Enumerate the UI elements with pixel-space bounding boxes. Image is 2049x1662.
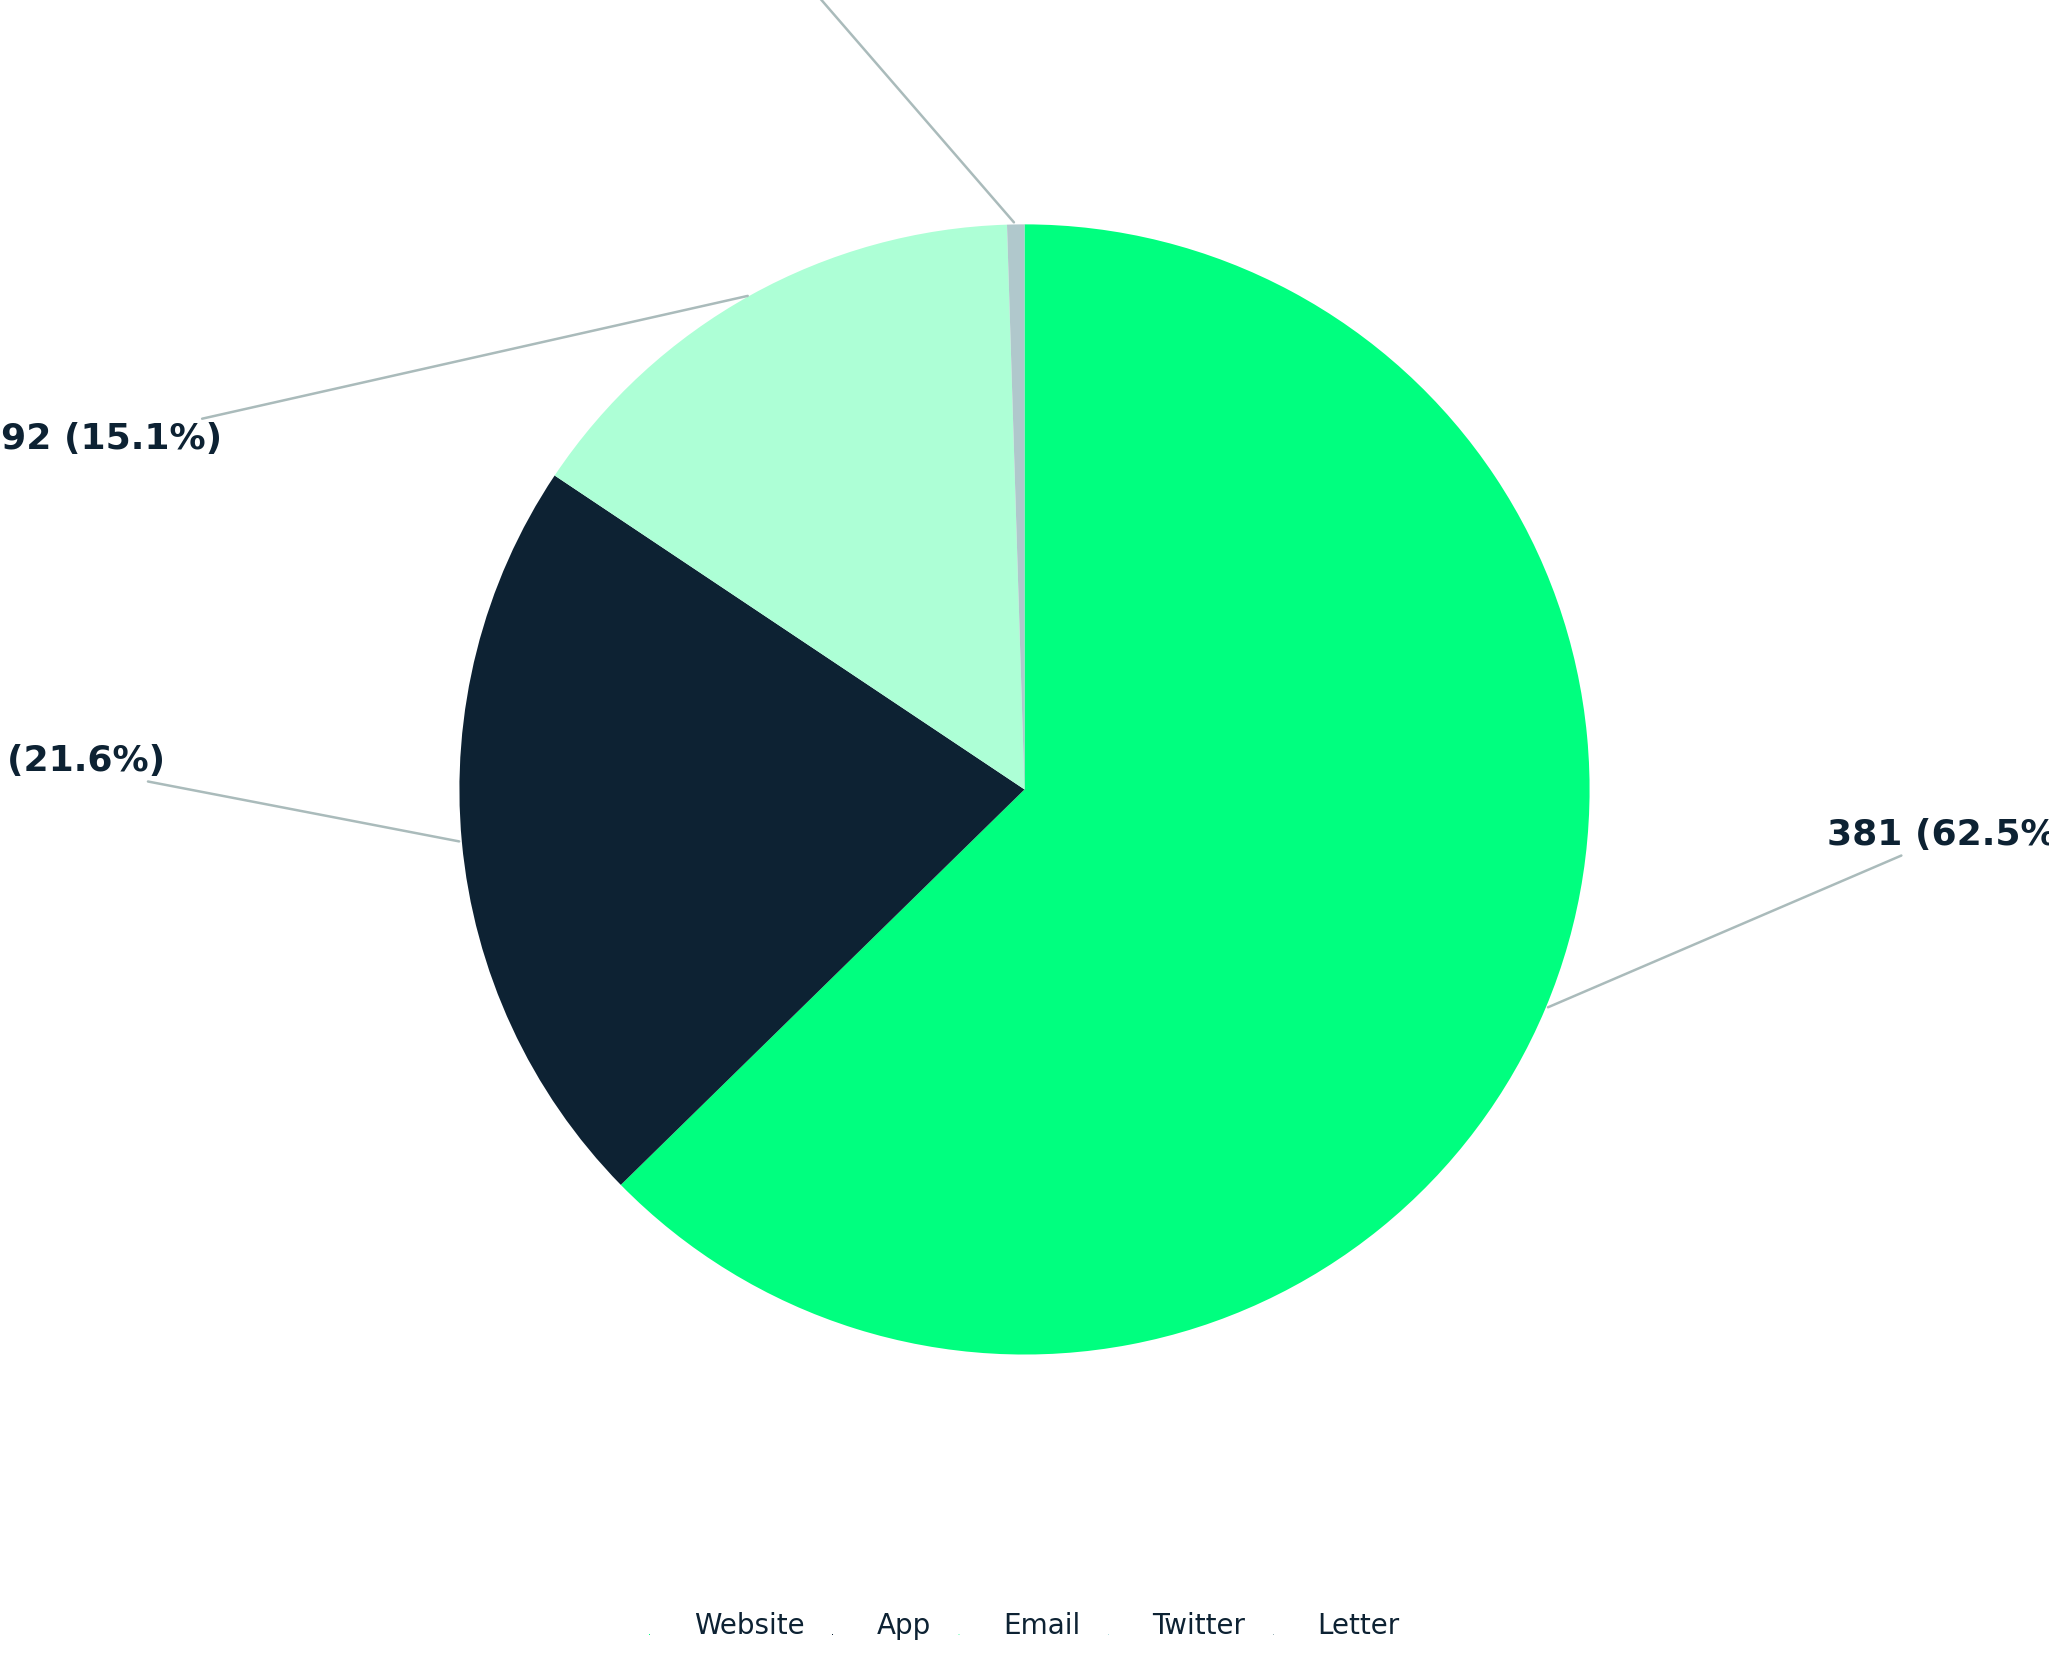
Wedge shape: [555, 224, 1024, 789]
Text: 92 (15.1%): 92 (15.1%): [0, 296, 748, 455]
Legend: Website, App, Email, Twitter, Letter: Website, App, Email, Twitter, Letter: [637, 1601, 1412, 1652]
Text: 381 (62.5%): 381 (62.5%): [1547, 818, 2049, 1007]
Wedge shape: [1006, 224, 1024, 789]
Text: 3 (0.5%): 3 (0.5%): [695, 0, 1014, 223]
Wedge shape: [621, 224, 1590, 1355]
Text: 132 (21.6%): 132 (21.6%): [0, 745, 459, 841]
Wedge shape: [459, 475, 1024, 1185]
